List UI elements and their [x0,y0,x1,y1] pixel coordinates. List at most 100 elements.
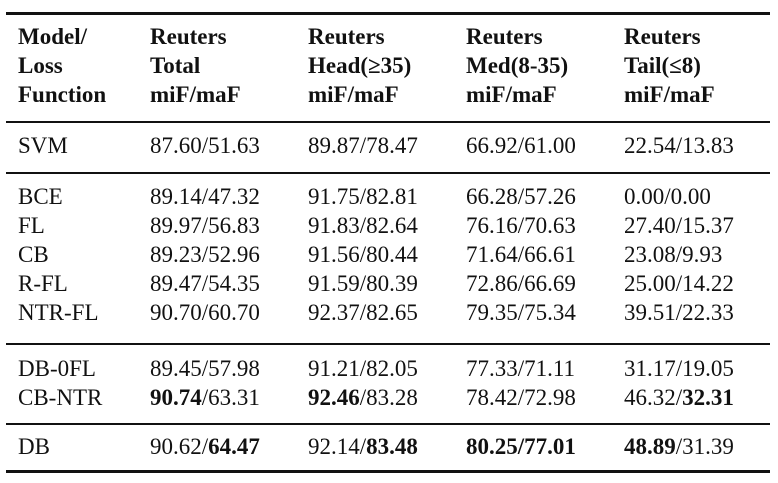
cell-part-a: 89.87/78.47 [308,133,418,158]
cell-part-a: 89.47/54.35 [150,271,260,296]
top-rule [6,12,770,15]
cell-part-a: 91.83/82.64 [308,213,418,238]
model-name: CB [18,242,49,267]
table-cell: 66.28/57.26 [466,182,576,211]
cell-part-b: 64.47 [208,434,260,459]
header-cell: miF/maF [466,82,557,107]
table-cell: 89.47/54.35 [150,269,260,298]
cell-part-a: 89.97/56.83 [150,213,260,238]
header-cell: Function [18,82,107,107]
table-cell: 72.86/66.69 [466,269,576,298]
cell-part-a: 90.70/60.70 [150,300,260,325]
cell-part-a: 71.64/66.61 [466,242,576,267]
cell-part-b: /83.28 [359,385,418,410]
table-cell: 89.23/52.96 [150,240,260,269]
model-name: R-FL [18,271,68,296]
header-cell: Med(8-35) [466,53,569,78]
header-cell: Model/ [18,24,87,49]
table-cell: 92.37/82.65 [308,298,418,327]
header-cell: Total [150,53,201,78]
cell-part-a: 66.28/57.26 [466,184,576,209]
header-rule [6,121,770,123]
header-cell: Head(≥35) [308,53,412,78]
table-cell: 90.62/64.47 [150,432,260,461]
table-cell: 27.40/15.37 [624,211,734,240]
model-name: BCE [18,184,63,209]
table-cell: 25.00/14.22 [624,269,734,298]
header-cell: Reuters [624,24,701,49]
cell-part-a: 27.40/15.37 [624,213,734,238]
header-cell: Reuters [308,24,385,49]
table-cell: 89.45/57.98 [150,354,260,383]
model-name: SVM [18,133,68,158]
cell-part-a: 90.74 [150,385,202,410]
table-cell: 66.92/61.00 [466,131,576,160]
table-cell: 71.64/66.61 [466,240,576,269]
table-cell: 92.46/83.28 [308,383,418,412]
cell-part-a: 72.86/66.69 [466,271,576,296]
table-cell: 91.21/82.05 [308,354,418,383]
table-cell: 48.89/31.39 [624,432,734,461]
table-cell: 90.74/63.31 [150,383,260,412]
table-cell: 77.33/71.11 [466,354,575,383]
header-cell: Reuters [150,24,227,49]
cell-part-a: 48.89 [624,434,676,459]
cell-part-b: 32.31 [682,385,734,410]
table-cell: 78.42/72.98 [466,383,576,412]
cell-part-a: 91.59/80.39 [308,271,418,296]
cell-part-a: 76.16/70.63 [466,213,576,238]
model-name: CB-NTR [18,385,103,410]
cell-part-a: 23.08/9.93 [624,242,723,267]
table-cell: 76.16/70.63 [466,211,576,240]
cell-part-a: 91.75/82.81 [308,184,418,209]
header-cell: Reuters [466,24,543,49]
header-cell: miF/maF [308,82,399,107]
table-cell: 89.87/78.47 [308,131,418,160]
table-cell: 91.83/82.64 [308,211,418,240]
table-cell: 39.51/22.33 [624,298,734,327]
table-cell: 46.32/32.31 [624,383,734,412]
cell-part-b: /31.39 [675,434,734,459]
cell-part-a: 90.62/ [150,434,209,459]
header-cell: miF/maF [624,82,715,107]
table-cell: 91.59/80.39 [308,269,418,298]
model-name: NTR-FL [18,300,99,325]
cell-part-a: 22.54/13.83 [624,133,734,158]
table-cell: 90.70/60.70 [150,298,260,327]
model-name: FL [18,213,45,238]
header-cell: Loss [18,53,63,78]
table-cell: 0.00/0.00 [624,182,711,211]
cell-part-a: 79.35/75.34 [466,300,576,325]
cell-part-a: 89.45/57.98 [150,356,260,381]
cell-part-a: 92.37/82.65 [308,300,418,325]
header-cell: miF/maF [150,82,241,107]
table-cell: 31.17/19.05 [624,354,734,383]
group-rule-3 [6,423,770,425]
table-cell: 89.97/56.83 [150,211,260,240]
table-cell: 23.08/9.93 [624,240,722,269]
model-name: DB-0FL [18,356,96,381]
cell-part-a: 46.32/ [624,385,683,410]
table-cell: 87.60/51.63 [150,131,260,160]
model-name: DB [18,434,50,459]
cell-part-a: 80.25/77.01 [466,434,576,459]
group-rule-1 [6,172,770,174]
cell-part-a: 25.00/14.22 [624,271,734,296]
table-cell: 91.75/82.81 [308,182,418,211]
cell-part-a: 91.21/82.05 [308,356,418,381]
cell-part-a: 39.51/22.33 [624,300,734,325]
cell-part-a: 77.33/71.11 [466,356,576,381]
cell-part-a: 89.14/47.32 [150,184,260,209]
group-rule-2 [6,343,770,345]
cell-part-a: 89.23/52.96 [150,242,260,267]
table-cell: 91.56/80.44 [308,240,418,269]
table-cell: 89.14/47.32 [150,182,260,211]
cell-part-a: 87.60/51.63 [150,133,260,158]
cell-part-a: 66.92/61.00 [466,133,576,158]
table-cell: 92.14/83.48 [308,432,418,461]
table-cell: 22.54/13.83 [624,131,734,160]
table-cell: 79.35/75.34 [466,298,576,327]
table-cell: 80.25/77.01 [466,432,576,461]
cell-part-a: 92.14/ [308,434,367,459]
cell-part-a: 91.56/80.44 [308,242,418,267]
